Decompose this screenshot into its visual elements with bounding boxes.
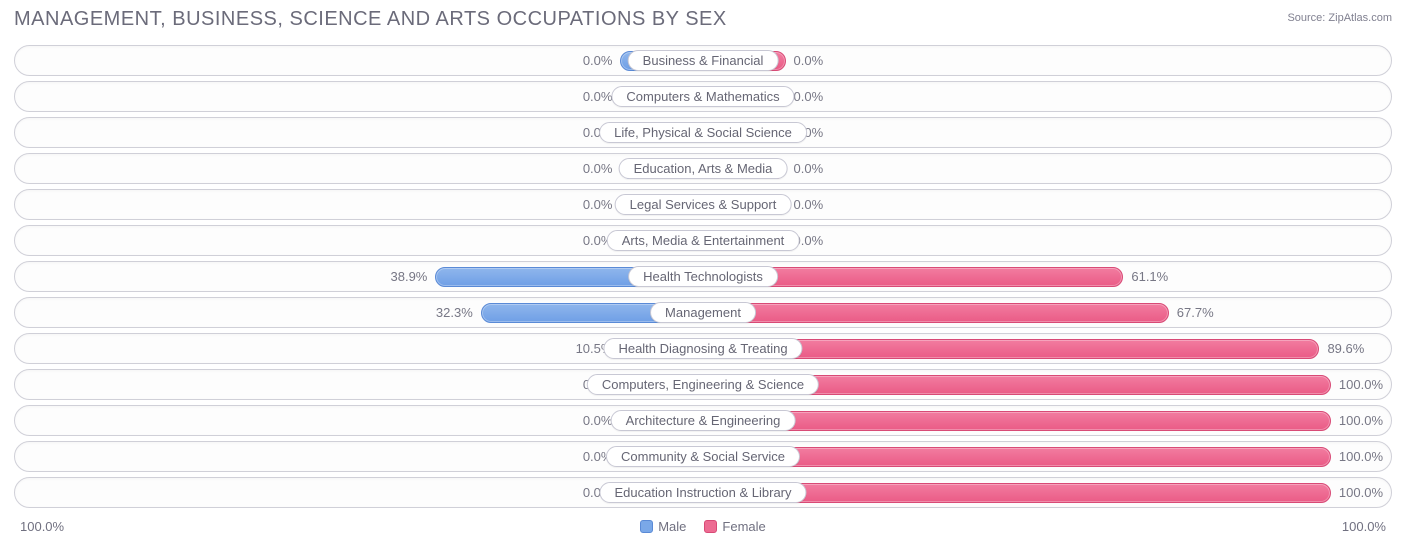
female-half: 0.0%: [703, 226, 1391, 255]
female-pct-label: 100.0%: [1331, 413, 1391, 428]
category-label: Legal Services & Support: [615, 194, 792, 215]
female-pct-label: 0.0%: [786, 53, 832, 68]
male-bar-wrap: 0.0%: [15, 51, 703, 71]
male-bar-wrap: 0.0%: [15, 87, 703, 107]
chart-row: 0.0%0.0%Arts, Media & Entertainment: [14, 225, 1392, 256]
category-label: Management: [650, 302, 756, 323]
male-half: 0.0%: [15, 406, 703, 435]
female-half: 61.1%: [703, 262, 1391, 291]
male-half: 0.0%: [15, 190, 703, 219]
chart-row: 0.0%100.0%Education Instruction & Librar…: [14, 477, 1392, 508]
female-half: 89.6%: [703, 334, 1391, 363]
source-name: ZipAtlas.com: [1328, 12, 1392, 24]
category-label: Community & Social Service: [606, 446, 800, 467]
female-bar-wrap: 0.0%: [703, 87, 1391, 107]
female-pct-label: 89.6%: [1319, 341, 1372, 356]
female-half: 0.0%: [703, 82, 1391, 111]
chart-row: 10.5% 89.6% Health Diagnosing & Treating: [14, 333, 1392, 364]
male-half: 38.9%: [15, 262, 703, 291]
female-pct-label: 67.7%: [1169, 305, 1222, 320]
source-label: Source:: [1287, 12, 1325, 24]
category-label: Health Technologists: [628, 266, 778, 287]
female-bar-wrap: 67.7%: [703, 303, 1391, 323]
female-pct-label: 61.1%: [1123, 269, 1176, 284]
male-swatch-icon: [640, 520, 653, 533]
category-label: Business & Financial: [628, 50, 779, 71]
chart-header: MANAGEMENT, BUSINESS, SCIENCE AND ARTS O…: [14, 8, 1392, 31]
female-half: 0.0%: [703, 46, 1391, 75]
male-half: 0.0%: [15, 46, 703, 75]
axis-row: 100.0% Male Female 100.0%: [14, 513, 1392, 534]
legend: Male Female: [640, 519, 766, 534]
male-half: 0.0%: [15, 442, 703, 471]
female-bar-wrap: 100.0%: [703, 447, 1391, 467]
category-label: Computers, Engineering & Science: [587, 374, 819, 395]
category-label: Arts, Media & Entertainment: [607, 230, 800, 251]
male-pct-label: 0.0%: [575, 197, 621, 212]
male-bar-wrap: 32.3%: [15, 303, 703, 323]
chart-source: Source: ZipAtlas.com: [1287, 8, 1392, 24]
female-pct-label: 0.0%: [786, 161, 832, 176]
chart-row: 0.0% 100.0% Architecture & Engineering: [14, 405, 1392, 436]
category-label: Health Diagnosing & Treating: [603, 338, 802, 359]
female-pct-label: 100.0%: [1331, 485, 1391, 500]
axis-left-label: 100.0%: [20, 519, 64, 534]
chart-title: MANAGEMENT, BUSINESS, SCIENCE AND ARTS O…: [14, 8, 727, 31]
female-half: 100.0%: [703, 442, 1391, 471]
female-pct-label: 0.0%: [786, 197, 832, 212]
male-bar-wrap: 10.5%: [15, 339, 703, 359]
female-bar: [703, 303, 1169, 323]
male-bar-wrap: 0.0%: [15, 159, 703, 179]
male-pct-label: 38.9%: [383, 269, 436, 284]
female-bar-wrap: 0.0%: [703, 159, 1391, 179]
category-label: Life, Physical & Social Science: [599, 122, 807, 143]
category-label: Education Instruction & Library: [599, 482, 806, 503]
legend-item-female: Female: [704, 519, 765, 534]
chart-row: 0.0% 0.0%Education, Arts & Media: [14, 153, 1392, 184]
female-half: 0.0%: [703, 190, 1391, 219]
chart-row: 0.0% 100.0% Community & Social Service: [14, 441, 1392, 472]
chart-row: 0.0%100.0%Computers, Engineering & Scien…: [14, 369, 1392, 400]
male-pct-label: 0.0%: [575, 53, 621, 68]
chart-row: 0.0% 0.0% Business & Financial: [14, 45, 1392, 76]
category-label: Computers & Mathematics: [611, 86, 794, 107]
female-bar-wrap: 0.0%: [703, 231, 1391, 251]
male-half: 0.0%: [15, 154, 703, 183]
female-swatch-icon: [704, 520, 717, 533]
legend-item-male: Male: [640, 519, 686, 534]
legend-female-label: Female: [722, 519, 765, 534]
axis-right-label: 100.0%: [1342, 519, 1386, 534]
male-half: 32.3%: [15, 298, 703, 327]
female-bar-wrap: 100.0%: [703, 411, 1391, 431]
male-half: 10.5%: [15, 334, 703, 363]
female-half: 0.0%: [703, 154, 1391, 183]
chart-row: 0.0%0.0%Life, Physical & Social Science: [14, 117, 1392, 148]
category-label: Architecture & Engineering: [611, 410, 796, 431]
female-pct-label: 100.0%: [1331, 377, 1391, 392]
female-bar-wrap: 89.6%: [703, 339, 1391, 359]
chart-row: 0.0% 0.0%Legal Services & Support: [14, 189, 1392, 220]
diverging-bar-chart: 0.0%0.0%Business & Financial0.0%0.0%Comp…: [14, 45, 1392, 508]
male-bar-wrap: 0.0%: [15, 411, 703, 431]
female-bar-wrap: 0.0%: [703, 195, 1391, 215]
category-label: Education, Arts & Media: [619, 158, 788, 179]
female-bar-wrap: 61.1%: [703, 267, 1391, 287]
female-bar-wrap: 0.0%: [703, 51, 1391, 71]
male-bar-wrap: 0.0%: [15, 195, 703, 215]
male-bar-wrap: 38.9%: [15, 267, 703, 287]
female-half: 100.0%: [703, 406, 1391, 435]
male-bar-wrap: 0.0%: [15, 447, 703, 467]
female-pct-label: 100.0%: [1331, 449, 1391, 464]
legend-male-label: Male: [658, 519, 686, 534]
male-half: 0.0%: [15, 226, 703, 255]
male-half: 0.0%: [15, 82, 703, 111]
chart-row: 38.9% 61.1% Health Technologists: [14, 261, 1392, 292]
male-bar-wrap: 0.0%: [15, 231, 703, 251]
chart-row: 0.0%0.0%Computers & Mathematics: [14, 81, 1392, 112]
chart-row: 32.3% 67.7% Management: [14, 297, 1392, 328]
male-pct-label: 32.3%: [428, 305, 481, 320]
female-bar: [703, 411, 1331, 431]
female-half: 67.7%: [703, 298, 1391, 327]
male-pct-label: 0.0%: [575, 161, 621, 176]
